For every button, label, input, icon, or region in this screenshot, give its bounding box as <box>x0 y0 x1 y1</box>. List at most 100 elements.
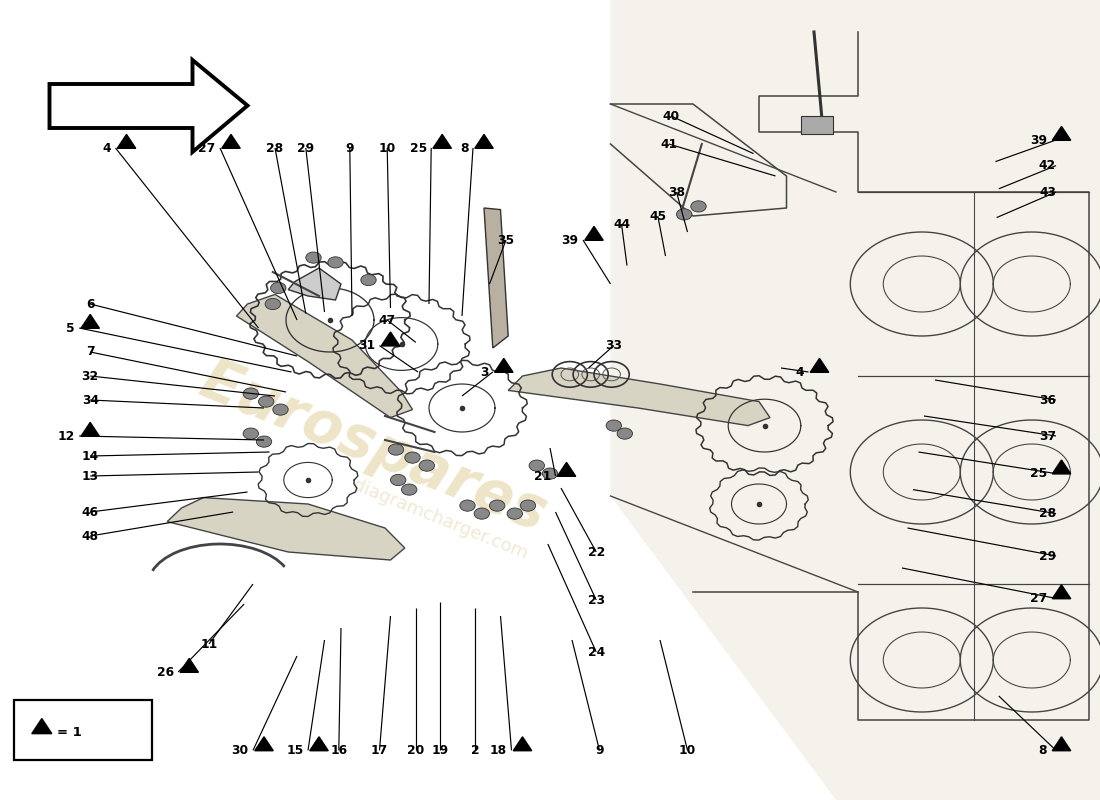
Text: 24: 24 <box>587 646 605 658</box>
Circle shape <box>306 252 321 263</box>
Circle shape <box>520 500 536 511</box>
Circle shape <box>507 508 522 519</box>
Polygon shape <box>475 134 493 148</box>
Text: 47: 47 <box>378 314 396 326</box>
Circle shape <box>617 428 632 439</box>
Circle shape <box>388 444 404 455</box>
Text: 28: 28 <box>266 142 284 154</box>
Circle shape <box>419 460 435 471</box>
Circle shape <box>402 484 417 495</box>
Polygon shape <box>382 332 399 346</box>
Text: 36: 36 <box>1040 394 1056 406</box>
Circle shape <box>258 396 274 407</box>
Text: 23: 23 <box>587 594 605 606</box>
Circle shape <box>490 500 505 511</box>
Text: 28: 28 <box>1038 507 1056 520</box>
Text: 9: 9 <box>595 744 604 757</box>
Text: 10: 10 <box>679 744 696 757</box>
Text: = 1: = 1 <box>57 726 81 739</box>
Circle shape <box>271 282 286 294</box>
Text: 5: 5 <box>66 322 75 334</box>
Text: 3: 3 <box>480 366 488 378</box>
Text: 26: 26 <box>156 666 174 678</box>
Text: 27: 27 <box>198 142 216 154</box>
Text: 12: 12 <box>57 430 75 442</box>
Text: 6: 6 <box>86 298 95 310</box>
Text: 11: 11 <box>200 638 218 650</box>
Circle shape <box>460 500 475 511</box>
Circle shape <box>542 468 558 479</box>
Circle shape <box>474 508 490 519</box>
Circle shape <box>328 257 343 268</box>
Polygon shape <box>585 226 603 240</box>
Circle shape <box>265 298 280 310</box>
Text: 7: 7 <box>86 346 95 358</box>
Polygon shape <box>610 0 1100 800</box>
Text: diagramcharger.com: diagramcharger.com <box>350 477 530 563</box>
FancyBboxPatch shape <box>14 700 152 760</box>
Polygon shape <box>222 134 240 148</box>
Text: 2: 2 <box>471 744 480 757</box>
Text: 37: 37 <box>1038 430 1056 442</box>
Circle shape <box>405 452 420 463</box>
Text: 25: 25 <box>409 142 427 154</box>
Circle shape <box>529 460 544 471</box>
Text: 22: 22 <box>587 546 605 558</box>
Polygon shape <box>1053 126 1070 140</box>
Circle shape <box>273 404 288 415</box>
Text: 21: 21 <box>534 470 551 482</box>
Circle shape <box>243 428 258 439</box>
Text: 42: 42 <box>1038 159 1056 172</box>
Circle shape <box>361 274 376 286</box>
Text: 46: 46 <box>81 506 99 518</box>
Polygon shape <box>255 737 273 750</box>
Circle shape <box>390 474 406 486</box>
Circle shape <box>243 388 258 399</box>
Polygon shape <box>484 208 508 348</box>
Polygon shape <box>508 368 770 426</box>
Text: 32: 32 <box>81 370 99 382</box>
Text: 15: 15 <box>286 744 304 757</box>
Polygon shape <box>50 60 248 152</box>
Text: 13: 13 <box>81 470 99 482</box>
Text: 9: 9 <box>345 142 354 154</box>
Polygon shape <box>1053 737 1070 750</box>
Polygon shape <box>310 737 328 750</box>
Text: 44: 44 <box>613 218 630 230</box>
Text: 31: 31 <box>358 339 375 352</box>
Text: 39: 39 <box>1031 134 1047 146</box>
Polygon shape <box>514 737 531 750</box>
Text: 39: 39 <box>562 234 579 246</box>
Text: 30: 30 <box>231 744 249 757</box>
Text: 27: 27 <box>1030 592 1047 605</box>
Text: 10: 10 <box>378 142 396 154</box>
Text: 45: 45 <box>649 210 667 222</box>
Circle shape <box>691 201 706 212</box>
Polygon shape <box>236 294 412 418</box>
Polygon shape <box>180 658 198 672</box>
Text: 8: 8 <box>1038 744 1047 757</box>
Text: 4: 4 <box>102 142 111 154</box>
Text: 38: 38 <box>668 186 685 198</box>
Polygon shape <box>1053 460 1070 474</box>
Text: 41: 41 <box>660 138 678 150</box>
Text: 19: 19 <box>431 744 449 757</box>
Text: 34: 34 <box>81 394 99 406</box>
Text: 25: 25 <box>1030 467 1047 480</box>
Polygon shape <box>288 268 341 300</box>
Text: 14: 14 <box>81 450 99 462</box>
Polygon shape <box>32 718 52 734</box>
Text: 16: 16 <box>330 744 348 757</box>
Circle shape <box>606 420 621 431</box>
Polygon shape <box>433 134 451 148</box>
Polygon shape <box>81 422 99 436</box>
Text: Eurospares: Eurospares <box>192 353 556 543</box>
Text: 18: 18 <box>490 744 507 757</box>
Polygon shape <box>811 358 828 372</box>
Text: 4: 4 <box>795 366 804 378</box>
Text: 48: 48 <box>81 530 99 542</box>
Text: 17: 17 <box>371 744 388 757</box>
Text: 8: 8 <box>460 142 469 154</box>
Text: 33: 33 <box>605 339 623 352</box>
Text: 29: 29 <box>1038 550 1056 562</box>
